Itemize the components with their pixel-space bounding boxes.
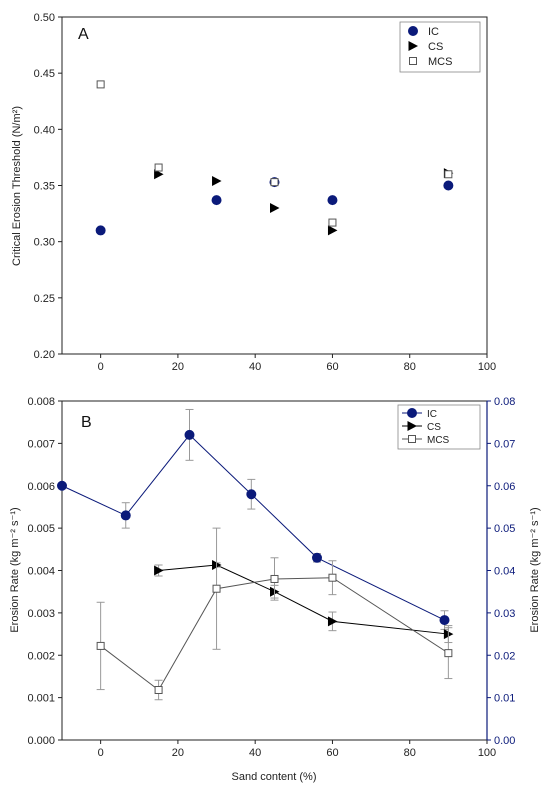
b-point-ic [120,510,131,521]
b-ytick-left-label: 0.005 [27,523,55,535]
panel-b-ticks: 0 20 40 60 80 100 0.000 0.001 0.002 0.003 0.004 0.0… [27,396,515,759]
a-xtick-label: 60 [326,361,338,373]
b-xtick-label: 80 [404,747,416,759]
b-point-mcs [96,641,105,650]
a-ytick-label: 0.30 [34,237,55,249]
a-point-ic [95,225,106,236]
a-point-mcs [328,218,337,227]
b-point-mcs [154,685,163,694]
panel-a-ylabel: Critical Erosion Threshold (N/m²) [11,106,23,266]
b-point-mcs [270,574,279,583]
b-ytick-left-label: 0.002 [27,650,55,662]
a-xtick-label: 0 [98,361,104,373]
panel-b-letter: B [81,414,92,431]
b-xtick-label: 60 [326,747,338,759]
a-ytick-label: 0.45 [34,68,55,80]
b-ytick-left-label: 0.008 [27,396,55,408]
panel-a: A Critical Erosion Threshold (N/m²) 0 20 4… [11,12,496,373]
b-ytick-left-label: 0.000 [27,735,55,747]
b-ytick-right-label: 0.00 [494,735,515,747]
b-ytick-right-label: 0.04 [494,566,515,578]
a-ytick-label: 0.35 [34,181,55,193]
a-point-cs [154,169,164,180]
a-point-cs [327,225,338,236]
a-ytick-label: 0.25 [34,293,55,305]
b-ytick-right-label: 0.01 [494,693,515,705]
a-xtick-label: 40 [249,361,261,373]
b-point-ic [184,429,195,440]
a-ytick-label: 0.20 [34,349,55,361]
b-ytick-right-label: 0.08 [494,396,515,408]
a-point-mcs [96,80,105,89]
b-legend-marker-mcs [408,435,416,443]
panel-a-ticks: 0 20 40 60 80 100 0.20 0.25 0.30 0.35 0.40 0.45 0.50 [34,12,497,373]
a-xtick-label: 20 [172,361,184,373]
panel-b-legend: IC CS MCS [397,404,481,450]
b-xtick-label: 40 [249,747,261,759]
a-point-ic [443,180,454,191]
b-point-mcs [328,573,337,582]
panel-a-letter: A [78,26,89,43]
a-point-cs [212,176,222,187]
b-ytick-left-label: 0.007 [27,438,55,450]
b-point-mcs [212,584,221,593]
a-point-mcs [154,163,163,172]
a-legend-marker-mcs [409,57,417,65]
a-ytick-label: 0.50 [34,12,55,24]
b-xtick-label: 100 [478,747,496,759]
b-point-cs [154,565,164,576]
b-point-ic [439,615,450,626]
b-ytick-left-label: 0.003 [27,608,55,620]
a-point-ic [327,195,338,206]
b-legend-marker-ic [407,408,417,418]
b-line-cs [158,564,449,635]
b-ytick-left-label: 0.004 [27,566,55,578]
b-legend-marker-cs [407,421,417,431]
panel-a-points [95,80,454,236]
b-point-mcs [444,649,453,658]
b-point-cs [327,616,338,627]
b-ytick-right-label: 0.07 [494,438,515,450]
a-xtick-label: 100 [478,361,496,373]
a-legend-label-cs: CS [428,41,443,53]
a-legend-marker-ic [408,26,418,36]
b-ytick-right-label: 0.05 [494,523,515,535]
a-point-cs [270,202,280,213]
panel-b-xlabel: Sand content (%) [232,771,317,783]
a-point-ic [211,195,222,206]
panel-b-series [57,408,454,701]
b-line-ic [61,434,445,621]
b-xtick-label: 0 [98,747,104,759]
a-xtick-label: 80 [404,361,416,373]
b-ytick-left-label: 0.006 [27,481,55,493]
b-line-mcs [100,577,449,691]
a-legend-label-ic: IC [428,26,439,38]
a-legend-marker-cs [408,41,418,51]
b-ytick-left-label: 0.001 [27,693,55,705]
panel-b-ylabel-left: Erosion Rate (kg m⁻² s⁻¹) [9,507,21,632]
a-legend-label-mcs: MCS [428,56,452,68]
a-point-mcs [444,170,453,179]
b-legend-label-cs: CS [427,422,441,433]
b-point-ic [312,552,322,563]
b-point-ic [246,489,257,500]
b-legend-label-mcs: MCS [427,435,450,446]
b-ytick-right-label: 0.06 [494,481,515,493]
a-point-mcs [270,178,279,187]
panel-b: B Erosion Rate (kg m⁻² s⁻¹) Erosion Rate… [9,396,541,783]
b-xtick-label: 20 [172,747,184,759]
b-point-ic [57,480,67,491]
a-ytick-label: 0.40 [34,124,55,136]
panel-b-ylabel-right: Erosion Rate (kg m⁻² s⁻¹) [529,507,541,632]
b-legend-label-ic: IC [427,409,437,420]
panel-a-legend: IC CS MCS [399,21,481,73]
b-ytick-right-label: 0.03 [494,608,515,620]
b-ytick-right-label: 0.02 [494,650,515,662]
